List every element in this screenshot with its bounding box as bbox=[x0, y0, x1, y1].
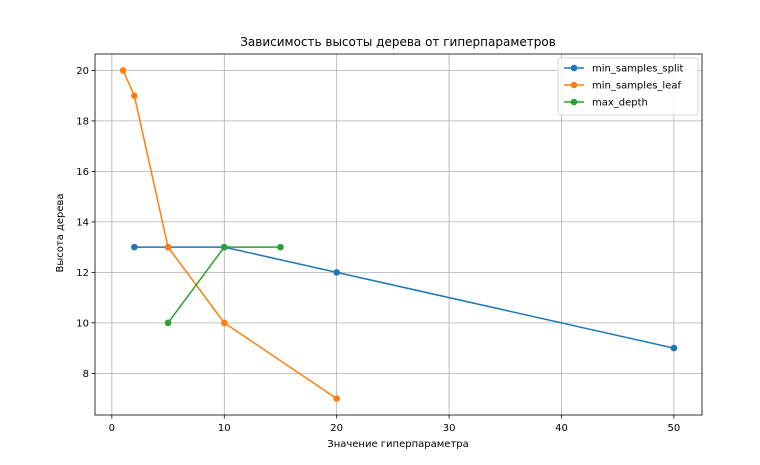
legend-swatch-marker bbox=[570, 81, 578, 89]
x-tick-label: 40 bbox=[555, 423, 568, 434]
y-tick-label: 20 bbox=[76, 66, 89, 77]
legend-label: min_samples_leaf bbox=[592, 81, 681, 92]
y-tick-label: 14 bbox=[76, 217, 89, 228]
x-tick-label: 50 bbox=[668, 423, 681, 434]
data-point-min-samples-split bbox=[131, 243, 138, 251]
legend-item-min-samples-leaf: min_samples_leaf bbox=[564, 81, 681, 92]
data-point-min-samples-leaf bbox=[333, 395, 340, 402]
legend-box bbox=[557, 57, 699, 116]
y-axis-label: Высота дерева bbox=[55, 193, 66, 272]
data-point-min-samples-leaf bbox=[131, 92, 138, 99]
legend-swatch-marker bbox=[570, 98, 578, 106]
series-max-depth bbox=[164, 243, 284, 327]
x-tick-label: 30 bbox=[443, 423, 456, 434]
y-tick-label: 12 bbox=[76, 268, 89, 279]
data-point-max-depth bbox=[277, 243, 284, 251]
x-tick-label: 10 bbox=[218, 423, 231, 434]
y-tick-label: 8 bbox=[83, 369, 89, 380]
plot-series bbox=[119, 67, 678, 402]
x-tick-label: 20 bbox=[330, 423, 343, 434]
data-point-min-samples-split bbox=[670, 344, 678, 352]
legend-label: min_samples_split bbox=[592, 64, 684, 75]
axis-ticks: 0 10 20 30 40 50 8 10 12 14 16 18 20 bbox=[76, 66, 680, 434]
legend-item-max-depth: max_depth bbox=[564, 98, 648, 109]
grid bbox=[95, 54, 702, 415]
legend-swatch-marker bbox=[570, 64, 578, 72]
data-point-min-samples-split bbox=[333, 269, 340, 276]
chart-title: Зависимость высоты дерева от гиперпараме… bbox=[240, 35, 556, 49]
y-tick-label: 18 bbox=[76, 116, 89, 127]
plot-area-frame bbox=[94, 53, 703, 416]
data-point-min-samples-leaf bbox=[119, 67, 127, 74]
legend-item-min-samples-split: min_samples_split bbox=[564, 64, 684, 75]
x-tick-label: 0 bbox=[109, 423, 115, 434]
data-point-max-depth bbox=[220, 243, 228, 251]
y-tick-label: 10 bbox=[76, 318, 89, 329]
legend-label: max_depth bbox=[592, 98, 648, 109]
data-point-max-depth bbox=[164, 319, 172, 327]
x-axis-label: Значение гиперпараметра bbox=[327, 439, 468, 450]
y-tick-label: 16 bbox=[76, 167, 89, 178]
legend: min_samples_split min_samples_leaf max_dep… bbox=[557, 57, 699, 116]
series-min-samples-leaf bbox=[119, 67, 340, 402]
data-point-min-samples-leaf bbox=[164, 243, 172, 251]
data-point-min-samples-leaf bbox=[220, 319, 228, 327]
